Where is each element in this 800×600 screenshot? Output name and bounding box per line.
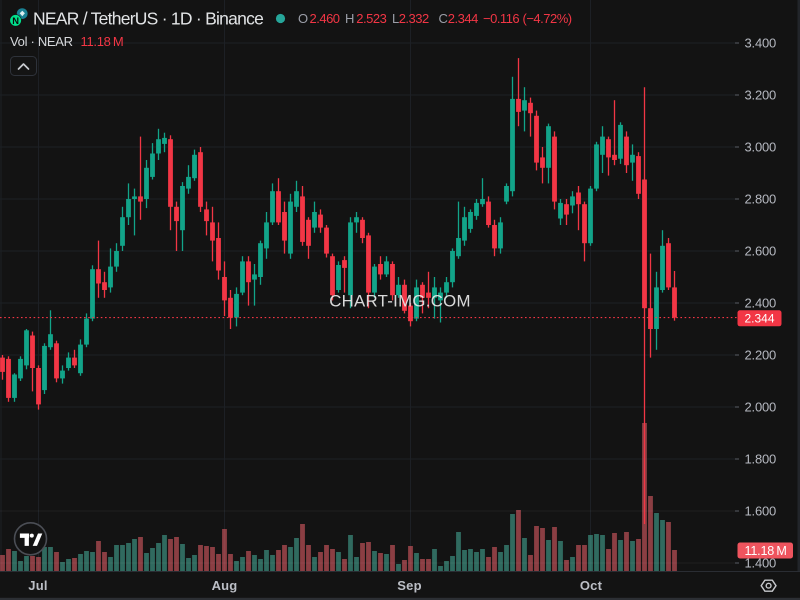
svg-text:Oct: Oct xyxy=(580,578,603,593)
svg-text:Jul: Jul xyxy=(28,578,47,593)
svg-text:2.344: 2.344 xyxy=(448,11,478,26)
svg-text:2.344: 2.344 xyxy=(744,312,774,326)
svg-text:11.18 M: 11.18 M xyxy=(81,34,124,49)
svg-text:2.400: 2.400 xyxy=(745,295,777,310)
svg-text:1.400: 1.400 xyxy=(745,555,777,570)
svg-text:3.400: 3.400 xyxy=(745,35,777,50)
svg-text:NEAR / TetherUS · 1D · Binance: NEAR / TetherUS · 1D · Binance xyxy=(33,9,263,29)
svg-text:2.200: 2.200 xyxy=(745,347,777,362)
svg-text:H: H xyxy=(345,11,354,26)
svg-text:1.800: 1.800 xyxy=(745,451,777,466)
svg-text:3.200: 3.200 xyxy=(745,87,777,102)
svg-text:N: N xyxy=(12,15,19,26)
svg-text:(−4.72%): (−4.72%) xyxy=(523,11,572,26)
svg-text:3.000: 3.000 xyxy=(745,139,777,154)
svg-text:2.000: 2.000 xyxy=(745,399,777,414)
svg-text:Vol · NEAR: Vol · NEAR xyxy=(10,34,73,49)
svg-text:CHART-IMG.COM: CHART-IMG.COM xyxy=(329,292,471,311)
svg-text:Aug: Aug xyxy=(212,578,238,593)
svg-text:O: O xyxy=(298,11,308,26)
svg-text:1.600: 1.600 xyxy=(745,503,777,518)
svg-text:Sep: Sep xyxy=(397,578,421,593)
svg-text:2.523: 2.523 xyxy=(356,11,386,26)
svg-text:2.800: 2.800 xyxy=(745,191,777,206)
svg-text:2.600: 2.600 xyxy=(745,243,777,258)
svg-text:L: L xyxy=(392,11,399,26)
svg-text:2.332: 2.332 xyxy=(399,11,429,26)
svg-text:2.460: 2.460 xyxy=(310,11,340,26)
svg-text:C: C xyxy=(439,11,448,26)
svg-text:−0.116: −0.116 xyxy=(483,11,519,26)
svg-text:11.18 M: 11.18 M xyxy=(745,544,787,558)
